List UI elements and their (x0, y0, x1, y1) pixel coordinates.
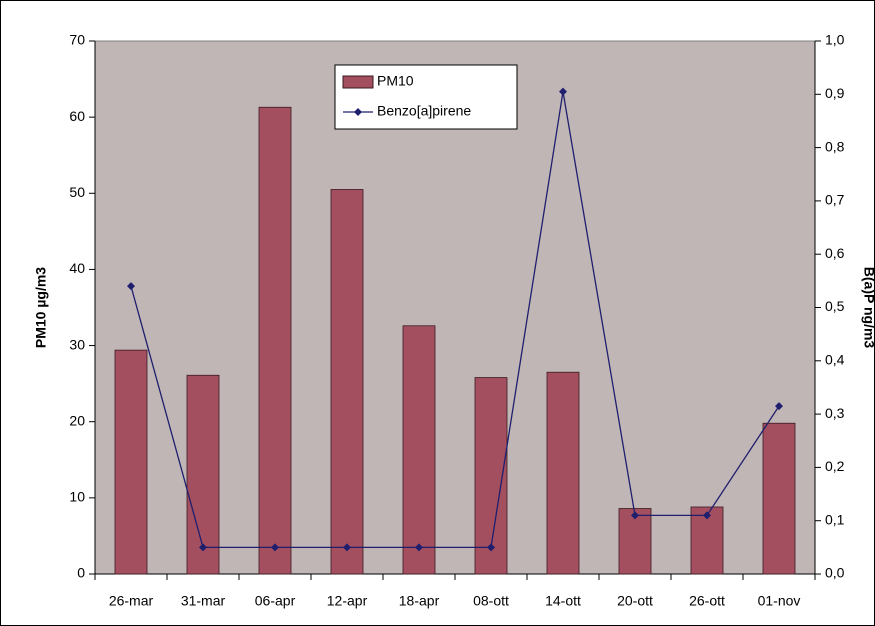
bar (402, 325, 436, 575)
legend-label: Benzo[a]pirene (377, 103, 471, 119)
x-tick-label: 14-ott (545, 593, 581, 609)
marker (199, 543, 207, 552)
y-tick-label: 0 (77, 565, 85, 581)
x-tick-label: 06-apr (255, 593, 296, 609)
marker (631, 511, 639, 520)
y-tick-label: 10 (69, 489, 85, 505)
x-tick-label: 26-ott (689, 593, 725, 609)
x-tick-label: 18-apr (399, 593, 440, 609)
legend-box (334, 64, 518, 130)
marker (487, 543, 495, 552)
legend-swatch (342, 75, 374, 89)
marker (127, 282, 135, 291)
x-tick-label: 31-mar (181, 593, 226, 609)
x-tick-label: 08-ott (473, 593, 509, 609)
y2-tick-label: 0,9 (825, 85, 845, 101)
x-tick-label: 01-nov (758, 593, 801, 609)
y2-tick-label: 0,4 (825, 352, 845, 368)
y-axis-title: PM10 µg/m3 (33, 267, 49, 348)
marker (703, 511, 711, 520)
y-tick-label: 70 (69, 32, 85, 48)
marker (415, 543, 423, 552)
bar (330, 189, 364, 575)
y2-tick-label: 0,0 (825, 565, 845, 581)
bar (114, 349, 148, 575)
bar (618, 508, 652, 575)
marker (343, 543, 351, 552)
bar (762, 422, 796, 575)
y-tick-label: 40 (69, 260, 85, 276)
legend-marker (354, 108, 362, 116)
x-tick-label: 20-ott (617, 593, 653, 609)
y2-tick-label: 1,0 (825, 32, 845, 48)
bar (546, 371, 580, 575)
marker (775, 402, 783, 411)
y2-tick-label: 0,8 (825, 138, 845, 154)
y-tick-label: 30 (69, 336, 85, 352)
line (130, 91, 780, 548)
bar (186, 374, 220, 575)
y-tick-label: 60 (69, 108, 85, 124)
y2-tick-label: 0,2 (825, 458, 845, 474)
y2-tick-label: 0,5 (825, 298, 845, 314)
marker (559, 87, 567, 96)
x-tick-label: 12-apr (327, 593, 368, 609)
x-tick-label: 26-mar (109, 593, 154, 609)
y-tick-label: 50 (69, 184, 85, 200)
y2-tick-label: 0,3 (825, 405, 845, 421)
y2-tick-label: 0,7 (825, 192, 845, 208)
y2-tick-label: 0,1 (825, 511, 845, 527)
y2-tick-label: 0,6 (825, 245, 845, 261)
legend-label: PM10 (377, 73, 414, 89)
y-tick-label: 20 (69, 412, 85, 428)
y2-axis-title: B(a)P ng/m3 (861, 267, 875, 349)
marker (271, 543, 279, 552)
bar (258, 106, 292, 575)
